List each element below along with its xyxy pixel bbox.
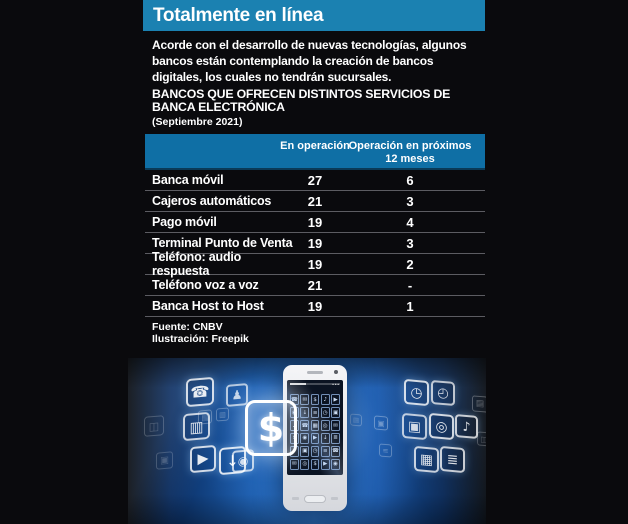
table-row: Banca móvil 27 6 [145, 170, 485, 191]
phone-app-cell: ✉ [300, 394, 310, 406]
phone-status-bar [290, 383, 340, 385]
intro-text: Acorde con el desarrollo de nuevas tecno… [152, 38, 467, 84]
phone-app-cell: ✉ [331, 419, 340, 432]
row-label: Banca Host to Host [152, 299, 264, 313]
row-value-en-operacion: 19 [307, 214, 323, 230]
phone-app-cell: ↓ [321, 432, 330, 445]
phone-app-cell: ◷ [321, 406, 330, 419]
services-table: En operación Operación en próximos 12 me… [145, 134, 485, 317]
faint-mid-icon-2: ≡ [379, 443, 392, 458]
music-icon: ♪ [455, 413, 478, 440]
faint-right-icon-2: ◫ [477, 431, 486, 447]
row-value-proximos-12-meses: 4 [406, 214, 414, 230]
credit-text: Ilustración: Freepik [152, 333, 249, 345]
phone-speaker [307, 371, 323, 374]
table-body: Banca móvil 27 6 Cajeros automáticos 21 … [145, 170, 485, 317]
row-label: Teléfono: audio respuesta [152, 250, 242, 278]
row-label: Cajeros automáticos [152, 194, 272, 208]
phone-back-key [292, 497, 299, 500]
phone-camera-dot [334, 370, 338, 374]
table-header-row: En operación Operación en próximos 12 me… [145, 134, 485, 170]
row-value-proximos-12-meses: - [407, 277, 413, 293]
row-label: Terminal Punto de Venta [152, 236, 293, 250]
faint-left-icon: ◫ [144, 415, 164, 437]
location-icon: ◎ [429, 412, 454, 441]
table-row: Cajeros automáticos 21 3 [145, 191, 485, 212]
alarm-clock-icon: ◷ [404, 378, 429, 407]
play-icon: ▶ [190, 444, 216, 474]
headline-bar: Totalmente en línea [143, 0, 485, 31]
phone-app-cell: ≡ [321, 445, 330, 458]
phone-app-cell: ✉ [290, 458, 299, 470]
list-icon: ≣ [440, 445, 465, 474]
faint-mid-icon: ▣ [374, 415, 388, 431]
row-label: Pago móvil [152, 215, 217, 229]
phone-app-cell: ▶ [310, 432, 320, 445]
phone-app-cell: ▦ [310, 419, 320, 432]
column-header-blank [145, 134, 295, 168]
phone-app-cell: ♪ [321, 394, 330, 406]
row-value-en-operacion: 21 [307, 193, 323, 209]
phone-app-cell: ▶ [321, 458, 330, 470]
phone-app-cell: ▶ [331, 394, 340, 406]
phone-app-grid: ☎ ✉ $ ♪ ▶ ◉ ↓ ≡ ◷ ▣ ♪ ☎ ▦ ◎ ✉ $ ◉ ▶ ↓ ≣ ♪ ▣ ◷ ≡ ☎ ✉ ◎ $ ▶ ◉ [290, 394, 340, 470]
row-value-proximos-12-meses: 3 [406, 235, 414, 251]
faint-left-icon-2: ▣ [156, 451, 173, 470]
apps-faint-icon-2: ▥ [216, 407, 229, 422]
gallery-icon: ▦ [414, 445, 439, 474]
clock-icon: ◴ [431, 379, 455, 407]
table-row: Pago móvil 19 4 [145, 212, 485, 233]
phone-app-cell: ◉ [331, 458, 340, 470]
row-value-en-operacion: 27 [307, 172, 323, 188]
table-row: Teléfono voz a voz 21 - [145, 275, 485, 296]
phone-app-cell: $ [310, 394, 320, 406]
row-value-en-operacion: 19 [307, 235, 323, 251]
phone-app-cell: ↓ [300, 406, 310, 419]
phone-app-cell: ☎ [331, 445, 340, 458]
row-value-proximos-12-meses: 3 [406, 193, 414, 209]
camera-icon: ▣ [402, 412, 427, 441]
column-header-en-operacion: En operación [280, 140, 350, 152]
table-title: BANCOS QUE OFRECEN DISTINTOS SERVICIOS D… [152, 87, 451, 114]
contact-icon: ♟ [226, 383, 248, 407]
phone-app-cell: ▣ [300, 445, 310, 458]
column-header-proximos-12-meses: Operación en próximos 12 meses [348, 140, 472, 165]
row-label: Banca móvil [152, 173, 224, 187]
chart-icon: ▥ [183, 411, 210, 442]
phone-icon: ☎ [186, 376, 214, 408]
row-value-en-operacion: 19 [307, 256, 323, 272]
date-note: (Septiembre 2021) [152, 116, 243, 128]
row-value-proximos-12-meses: 2 [406, 256, 414, 272]
phone-app-cell: ≣ [331, 432, 340, 445]
row-value-proximos-12-meses: 1 [406, 298, 414, 314]
phone-app-cell: $ [310, 458, 320, 470]
row-value-en-operacion: 19 [307, 298, 323, 314]
source-text: Fuente: CNBV [152, 321, 223, 333]
phone-app-cell: ◷ [310, 445, 320, 458]
phone-menu-key [331, 497, 338, 500]
phone-app-cell: ☎ [300, 419, 310, 432]
table-row: Terminal Punto de Venta 19 3 [145, 233, 485, 254]
faint-right-icon: ▤ [472, 395, 486, 413]
table-row: Banca Host to Host 19 1 [145, 296, 485, 317]
phone-app-cell: ≡ [310, 406, 320, 419]
phone-status-dots: ••• [332, 381, 340, 387]
row-value-proximos-12-meses: 6 [406, 172, 414, 188]
phone-app-cell: ◎ [321, 419, 330, 432]
dollar-badge: $ [245, 400, 297, 456]
dollar-sign-icon: $ [257, 406, 285, 450]
banking-illustration: ☎ ♟ ▤ ▥ ▥ ▶ ↓ ◉ ◫ ▣ ◷ ◴ ▣ ◎ ♪ ▦ ≣ ▤ ◫ ▣ ≡ ▤ ••• ☎ ✉ $ ♪ ▶ ◉ ↓ ≡ ◷ ▣ ♪ ☎ ▦… [128, 358, 486, 524]
row-label: Teléfono voz a voz [152, 278, 259, 292]
phone-app-cell: ◎ [300, 458, 310, 470]
phone-home-button [304, 495, 326, 503]
row-value-en-operacion: 21 [307, 277, 323, 293]
page-title: Totalmente en línea [153, 4, 324, 26]
phone-app-cell: ▣ [331, 406, 340, 419]
faint-mid-icon-3: ▤ [350, 413, 362, 427]
table-row: Teléfono: audio respuesta 19 2 [145, 250, 485, 278]
phone-app-cell: ◉ [300, 432, 310, 445]
